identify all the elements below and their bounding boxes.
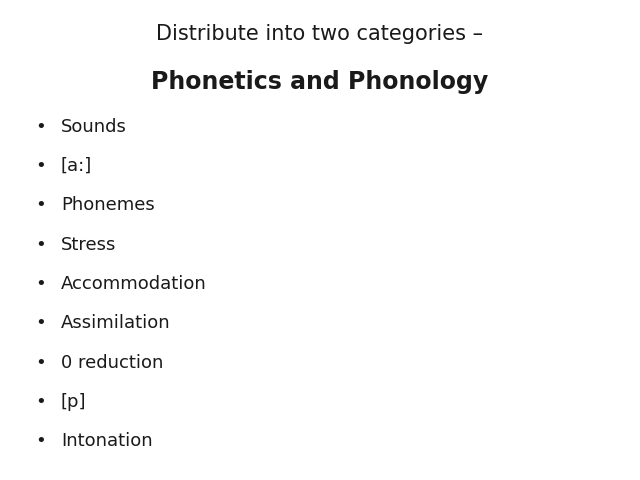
Text: •: • <box>35 196 46 214</box>
Text: Intonation: Intonation <box>61 432 152 450</box>
Text: •: • <box>35 314 46 332</box>
Text: •: • <box>35 157 46 175</box>
Text: •: • <box>35 432 46 450</box>
Text: •: • <box>35 275 46 293</box>
Text: •: • <box>35 393 46 411</box>
Text: Distribute into two categories –: Distribute into two categories – <box>157 24 483 44</box>
Text: Sounds: Sounds <box>61 118 127 136</box>
Text: Phonemes: Phonemes <box>61 196 154 214</box>
Text: •: • <box>35 118 46 136</box>
Text: [a:]: [a:] <box>61 157 92 175</box>
Text: Phonetics and Phonology: Phonetics and Phonology <box>152 70 488 94</box>
Text: Stress: Stress <box>61 236 116 253</box>
Text: •: • <box>35 236 46 253</box>
Text: 0 reduction: 0 reduction <box>61 354 163 372</box>
Text: [p]: [p] <box>61 393 86 411</box>
Text: Assimilation: Assimilation <box>61 314 170 332</box>
Text: Accommodation: Accommodation <box>61 275 207 293</box>
Text: •: • <box>35 354 46 372</box>
